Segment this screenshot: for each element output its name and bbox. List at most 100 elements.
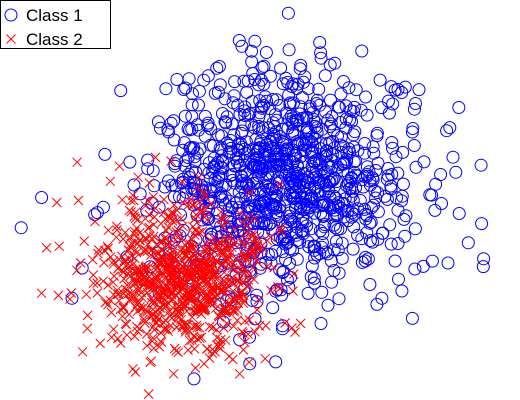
class-1-point	[334, 138, 347, 152]
class-1-point	[216, 161, 230, 175]
class-2-point	[159, 194, 169, 205]
class-2-point	[185, 239, 196, 250]
class-2-point	[247, 231, 258, 241]
class-2-point	[183, 287, 193, 297]
class-1-point	[197, 73, 211, 87]
class-1-point	[443, 121, 457, 135]
class-2-point	[180, 249, 191, 260]
class-1-point	[302, 194, 316, 208]
class-2-point	[247, 243, 257, 253]
class-1-point	[235, 39, 249, 53]
class-2-point	[152, 311, 162, 322]
class-1-point	[238, 118, 251, 132]
class-1-point	[354, 103, 368, 117]
class-2-point	[239, 234, 250, 245]
class-2-point	[295, 318, 306, 329]
class-2-point	[149, 298, 159, 308]
class-1-point	[195, 184, 209, 198]
class-1-point	[373, 73, 387, 87]
class-1-point	[375, 291, 389, 305]
class-1-point	[366, 140, 380, 154]
class-1-point	[167, 114, 181, 128]
class-2-point	[172, 280, 182, 291]
class-1-point	[264, 216, 278, 230]
class-1-point	[337, 75, 350, 88]
class-2-point	[184, 283, 194, 294]
class-1-point	[185, 98, 199, 112]
class-2-point	[266, 285, 276, 296]
class-1-point	[360, 209, 374, 223]
class-1-point	[288, 192, 302, 206]
class-1-point	[313, 98, 327, 112]
class-1-point	[358, 146, 371, 160]
class-2-point	[201, 238, 211, 248]
class-2-point	[215, 334, 226, 345]
class-1-point	[428, 203, 442, 217]
class-1-point	[301, 286, 315, 300]
class-1-point	[276, 77, 290, 91]
class-2-point	[171, 226, 182, 237]
class-2-point	[244, 357, 255, 368]
class-2-point	[243, 279, 254, 290]
class-1-point	[219, 116, 233, 130]
class-2-point	[122, 330, 132, 340]
class-2-point	[229, 223, 240, 234]
class-2-point	[202, 344, 212, 354]
class-2-point	[87, 254, 98, 265]
class-2-point	[178, 301, 188, 311]
class-2-point	[163, 326, 173, 337]
class-1-point	[408, 262, 422, 276]
class-1-point	[293, 235, 307, 249]
class-2-point	[118, 234, 129, 244]
class-2-point	[126, 195, 136, 206]
class-1-point	[351, 228, 365, 242]
class-2-point	[171, 272, 182, 282]
class-1-point	[351, 169, 365, 183]
class-1-point	[230, 155, 244, 169]
class-2-point	[131, 223, 142, 233]
class-2-point	[147, 336, 158, 347]
class-2-point	[129, 331, 140, 342]
class-1-point	[396, 177, 410, 191]
class-1-point	[260, 138, 274, 152]
class-2-point	[276, 226, 286, 237]
class-2-point	[140, 213, 151, 224]
class-2-point	[209, 246, 219, 256]
class-2-point	[211, 303, 221, 314]
class-2-point	[119, 274, 129, 284]
class-1-point	[178, 109, 192, 123]
class-2-point	[198, 187, 209, 197]
class-2-point	[223, 306, 234, 317]
class-1-point	[325, 275, 339, 289]
class-2-point	[145, 277, 156, 288]
class-1-point	[257, 195, 271, 209]
class-2-point	[238, 298, 249, 309]
class-2-point	[103, 299, 113, 310]
class-2-point	[133, 172, 143, 183]
class-2-point	[191, 182, 202, 193]
class-1-point	[306, 145, 320, 159]
class-1-point	[243, 357, 257, 371]
class-2-point	[219, 232, 230, 243]
class-2-point	[238, 328, 248, 338]
class-2-point	[72, 157, 82, 168]
class-2-point	[77, 346, 88, 357]
class-1-point	[347, 140, 361, 154]
class-2-point	[162, 300, 172, 311]
class-1-point	[297, 75, 310, 89]
class-1-point	[327, 218, 341, 232]
class-1-point	[327, 264, 341, 277]
class-1-point	[281, 75, 295, 89]
class-1-point	[371, 156, 385, 170]
class-2-point	[239, 251, 250, 262]
class-1-point	[222, 194, 236, 208]
class-1-point	[259, 208, 273, 222]
class-2-point	[206, 236, 216, 246]
class-1-point	[386, 97, 400, 111]
class-2-point	[123, 245, 134, 256]
class-2-point	[227, 273, 237, 284]
class-1-point	[254, 165, 268, 179]
class-2-point	[150, 152, 161, 163]
class-1-point	[461, 236, 475, 250]
class-1-point	[266, 199, 280, 213]
